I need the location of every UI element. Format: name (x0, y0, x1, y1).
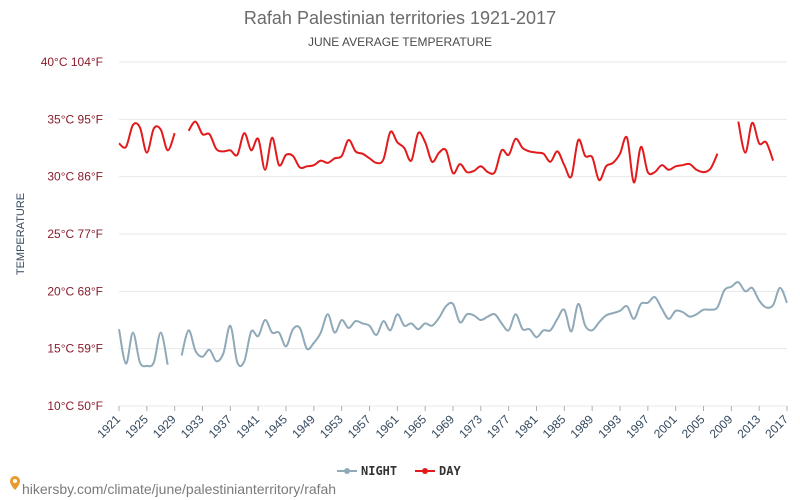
x-tick-label: 1957 (345, 412, 374, 441)
y-tick-label: 40°C 104°F (41, 55, 103, 69)
series-day-line-segment-1 (187, 120, 719, 184)
series-night-line-segment-1 (180, 281, 788, 368)
grid-lines (118, 61, 788, 411)
x-tick-label: 2005 (679, 412, 708, 441)
series-night-line-segment-0 (118, 328, 169, 368)
y-tick-label: 35°C 95°F (47, 112, 103, 126)
x-tick-label: 2017 (762, 412, 791, 441)
series-day-line-segment-0 (118, 122, 176, 154)
x-tick-label: 1941 (234, 412, 263, 441)
y-tick-label: 20°C 68°F (47, 284, 103, 298)
x-tick-label: 1965 (401, 412, 430, 441)
x-tick-label: 1961 (373, 412, 402, 441)
x-tick-label: 1933 (178, 412, 207, 441)
x-tick-label: 1981 (512, 412, 541, 441)
x-tick-label: 1985 (540, 412, 569, 441)
x-tick-label: 1977 (484, 412, 513, 441)
source-url: hikersby.com/climate/june/palestinianter… (22, 481, 336, 497)
y-tick-label: 15°C 59°F (47, 342, 103, 356)
x-tick-label: 1925 (122, 412, 151, 441)
x-tick-label: 1997 (623, 412, 652, 441)
x-tick-label: 2009 (707, 412, 736, 441)
x-tick-label: 1937 (206, 412, 235, 441)
y-axis-label: TEMPERATURE (15, 193, 27, 275)
legend: NIGHT DAY (337, 464, 461, 478)
y-tick-labels: 10°C 50°F 15°C 59°F 20°C 68°F 25°C 77°F 30°C… (41, 55, 103, 413)
legend-night-label: NIGHT (361, 464, 397, 478)
x-tick-label: 2001 (651, 412, 680, 441)
x-tick-label: 1929 (150, 412, 179, 441)
x-tick-label: 1953 (317, 412, 346, 441)
legend-item-night[interactable]: NIGHT (337, 464, 397, 478)
series-lines (118, 120, 788, 368)
x-tick-label: 1949 (289, 412, 318, 441)
chart-subtitle: JUNE AVERAGE TEMPERATURE (308, 35, 492, 49)
legend-day-label: DAY (439, 464, 461, 478)
x-tick-label: 2013 (735, 412, 764, 441)
series-day-line-segment-2 (737, 121, 775, 161)
x-tick-labels: 1921 1925 1929 1933 1937 1941 1945 1949 1953 1957… (94, 412, 791, 441)
y-tick-label: 30°C 86°F (47, 170, 103, 184)
y-tick-label: 25°C 77°F (47, 227, 103, 241)
x-tick-label: 1989 (568, 412, 597, 441)
y-tick-label: 10°C 50°F (47, 399, 103, 413)
x-tick-label: 1993 (595, 412, 624, 441)
x-tick-label: 1973 (456, 412, 485, 441)
source-link[interactable]: hikersby.com/climate/june/palestinianter… (10, 476, 336, 497)
x-tick-label: 1945 (261, 412, 290, 441)
x-tick-label: 1921 (94, 412, 123, 441)
map-pin-dot (13, 479, 17, 483)
legend-item-day[interactable]: DAY (415, 464, 461, 478)
chart-title: Rafah Palestinian territories 1921-2017 (244, 8, 556, 28)
legend-night-marker (344, 468, 350, 474)
x-tick-label: 1969 (428, 412, 457, 441)
legend-day-marker (422, 468, 428, 474)
